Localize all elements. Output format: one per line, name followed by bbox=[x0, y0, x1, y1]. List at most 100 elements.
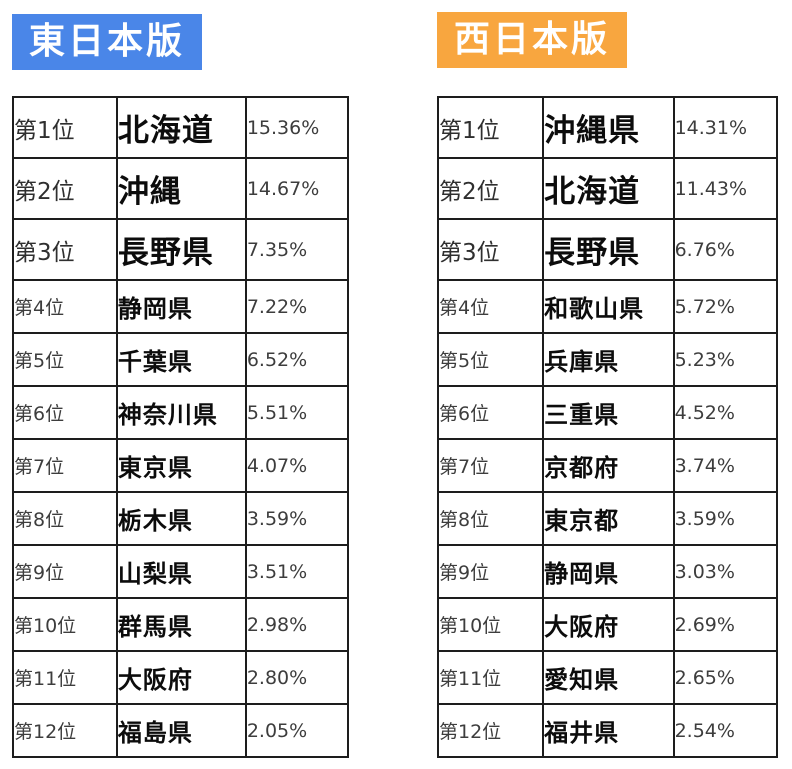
percentage-cell: 11.43% bbox=[672, 157, 779, 220]
rank-cell: 第4位 bbox=[12, 279, 118, 334]
percentage-cell: 4.07% bbox=[244, 438, 350, 493]
rank-cell: 第3位 bbox=[436, 218, 545, 281]
rank-cell: 第1位 bbox=[436, 96, 545, 159]
table-row: 第12位 福井県 2.54% bbox=[436, 703, 779, 758]
table-row: 第7位 東京県 4.07% bbox=[12, 438, 350, 493]
rank-cell: 第11位 bbox=[436, 650, 545, 705]
percentage-cell: 3.74% bbox=[672, 438, 779, 493]
table-row: 第4位 和歌山県 5.72% bbox=[436, 279, 779, 334]
prefecture-cell: 京都府 bbox=[542, 438, 675, 493]
prefecture-cell: 愛知県 bbox=[542, 650, 675, 705]
table-row: 第6位 神奈川県 5.51% bbox=[12, 385, 350, 440]
rank-cell: 第7位 bbox=[436, 438, 545, 493]
table-row: 第2位 北海道 11.43% bbox=[436, 157, 779, 220]
table-row: 第10位 群馬県 2.98% bbox=[12, 597, 350, 652]
prefecture-cell: 東京都 bbox=[542, 491, 675, 546]
rank-cell: 第9位 bbox=[12, 544, 118, 599]
prefecture-cell: 静岡県 bbox=[542, 544, 675, 599]
rank-cell: 第4位 bbox=[436, 279, 545, 334]
prefecture-cell: 福島県 bbox=[115, 703, 247, 758]
rank-cell: 第8位 bbox=[12, 491, 118, 546]
percentage-cell: 7.22% bbox=[244, 279, 350, 334]
percentage-cell: 2.54% bbox=[672, 703, 779, 758]
table-row: 第9位 静岡県 3.03% bbox=[436, 544, 779, 599]
percentage-cell: 2.65% bbox=[672, 650, 779, 705]
prefecture-cell: 群馬県 bbox=[115, 597, 247, 652]
percentage-cell: 5.51% bbox=[244, 385, 350, 440]
percentage-cell: 7.35% bbox=[244, 218, 350, 281]
rank-cell: 第3位 bbox=[12, 218, 118, 281]
table-row: 第10位 大阪府 2.69% bbox=[436, 597, 779, 652]
percentage-cell: 3.03% bbox=[672, 544, 779, 599]
prefecture-cell: 東京県 bbox=[115, 438, 247, 493]
prefecture-cell: 大阪府 bbox=[542, 597, 675, 652]
table-row: 第6位 三重県 4.52% bbox=[436, 385, 779, 440]
percentage-cell: 3.59% bbox=[244, 491, 350, 546]
table-row: 第8位 栃木県 3.59% bbox=[12, 491, 350, 546]
prefecture-cell: 北海道 bbox=[115, 96, 247, 159]
west-japan-section: 西日本版 第1位 沖縄県 14.31% 第2位 北海道 11.43% 第3位 長… bbox=[436, 12, 779, 758]
percentage-cell: 6.52% bbox=[244, 332, 350, 387]
prefecture-cell: 長野県 bbox=[115, 218, 247, 281]
rank-cell: 第12位 bbox=[12, 703, 118, 758]
percentage-cell: 3.59% bbox=[672, 491, 779, 546]
rank-cell: 第8位 bbox=[436, 491, 545, 546]
prefecture-cell: 神奈川県 bbox=[115, 385, 247, 440]
rank-cell: 第5位 bbox=[436, 332, 545, 387]
percentage-cell: 2.80% bbox=[244, 650, 350, 705]
table-row: 第3位 長野県 6.76% bbox=[436, 218, 779, 281]
table-row: 第5位 兵庫県 5.23% bbox=[436, 332, 779, 387]
table-row: 第11位 愛知県 2.65% bbox=[436, 650, 779, 705]
percentage-cell: 15.36% bbox=[244, 96, 350, 159]
percentage-cell: 14.67% bbox=[244, 157, 350, 220]
rank-cell: 第9位 bbox=[436, 544, 545, 599]
percentage-cell: 2.69% bbox=[672, 597, 779, 652]
percentage-cell: 5.23% bbox=[672, 332, 779, 387]
prefecture-cell: 沖縄県 bbox=[542, 96, 675, 159]
table-row: 第4位 静岡県 7.22% bbox=[12, 279, 350, 334]
east-ranking-table: 第1位 北海道 15.36% 第2位 沖縄 14.67% 第3位 長野県 7.3… bbox=[12, 96, 350, 758]
table-row: 第1位 北海道 15.36% bbox=[12, 96, 350, 159]
rank-cell: 第1位 bbox=[12, 96, 118, 159]
table-row: 第5位 千葉県 6.52% bbox=[12, 332, 350, 387]
table-row: 第12位 福島県 2.05% bbox=[12, 703, 350, 758]
table-row: 第1位 沖縄県 14.31% bbox=[436, 96, 779, 159]
table-row: 第9位 山梨県 3.51% bbox=[12, 544, 350, 599]
percentage-cell: 6.76% bbox=[672, 218, 779, 281]
rank-cell: 第5位 bbox=[12, 332, 118, 387]
prefecture-cell: 静岡県 bbox=[115, 279, 247, 334]
west-version-badge: 西日本版 bbox=[437, 12, 628, 68]
prefecture-cell: 千葉県 bbox=[115, 332, 247, 387]
percentage-cell: 3.51% bbox=[244, 544, 350, 599]
west-ranking-table: 第1位 沖縄県 14.31% 第2位 北海道 11.43% 第3位 長野県 6.… bbox=[436, 96, 779, 758]
table-row: 第11位 大阪府 2.80% bbox=[12, 650, 350, 705]
rank-cell: 第12位 bbox=[436, 703, 545, 758]
rank-cell: 第6位 bbox=[12, 385, 118, 440]
prefecture-cell: 福井県 bbox=[542, 703, 675, 758]
percentage-cell: 2.98% bbox=[244, 597, 350, 652]
prefecture-cell: 兵庫県 bbox=[542, 332, 675, 387]
prefecture-cell: 山梨県 bbox=[115, 544, 247, 599]
rank-cell: 第10位 bbox=[436, 597, 545, 652]
rank-cell: 第11位 bbox=[12, 650, 118, 705]
rank-cell: 第7位 bbox=[12, 438, 118, 493]
prefecture-cell: 三重県 bbox=[542, 385, 675, 440]
east-japan-section: 東日本版 第1位 北海道 15.36% 第2位 沖縄 14.67% 第3位 長野… bbox=[12, 14, 350, 758]
table-row: 第7位 京都府 3.74% bbox=[436, 438, 779, 493]
east-version-badge: 東日本版 bbox=[12, 14, 203, 70]
percentage-cell: 4.52% bbox=[672, 385, 779, 440]
rank-cell: 第2位 bbox=[12, 157, 118, 220]
prefecture-cell: 大阪府 bbox=[115, 650, 247, 705]
prefecture-cell: 和歌山県 bbox=[542, 279, 675, 334]
prefecture-cell: 長野県 bbox=[542, 218, 675, 281]
table-row: 第3位 長野県 7.35% bbox=[12, 218, 350, 281]
rank-cell: 第2位 bbox=[436, 157, 545, 220]
percentage-cell: 14.31% bbox=[672, 96, 779, 159]
prefecture-cell: 北海道 bbox=[542, 157, 675, 220]
prefecture-cell: 栃木県 bbox=[115, 491, 247, 546]
table-row: 第8位 東京都 3.59% bbox=[436, 491, 779, 546]
percentage-cell: 5.72% bbox=[672, 279, 779, 334]
table-row: 第2位 沖縄 14.67% bbox=[12, 157, 350, 220]
rank-cell: 第10位 bbox=[12, 597, 118, 652]
